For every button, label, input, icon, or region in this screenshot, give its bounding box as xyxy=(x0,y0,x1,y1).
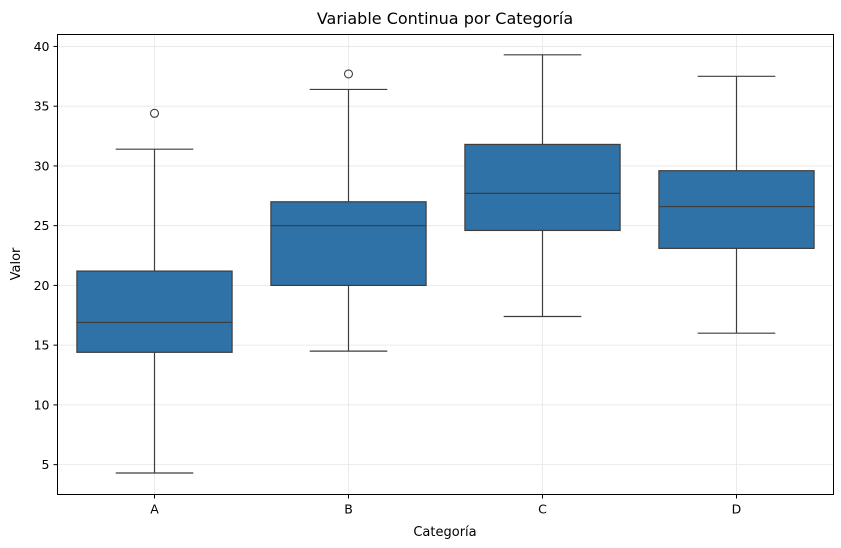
iqr-box xyxy=(76,270,233,353)
grid-lines xyxy=(57,34,834,495)
y-tick-label: 25 xyxy=(34,218,50,233)
y-tick-label: 5 xyxy=(42,457,50,472)
y-tick-label: 30 xyxy=(34,158,50,173)
box-group-C xyxy=(464,54,621,318)
axis-ticks: 5 10 15 20 25 30 35 40 A B C D xyxy=(34,39,742,517)
box-plot-series xyxy=(76,54,815,474)
x-tick-label: D xyxy=(732,502,742,517)
x-tick-label: B xyxy=(344,502,353,517)
x-axis-label: Categoría xyxy=(413,525,476,540)
iqr-box xyxy=(270,201,427,287)
box-group-A xyxy=(76,108,233,474)
plot-area-frame xyxy=(57,34,834,495)
y-axis-label: Valor xyxy=(9,247,24,280)
y-tick-label: 10 xyxy=(34,397,50,412)
x-tick-label: C xyxy=(538,502,547,517)
iqr-box xyxy=(658,170,815,249)
outlier-point xyxy=(343,69,354,79)
outlier-point xyxy=(149,108,160,118)
y-tick-label: 20 xyxy=(34,278,50,293)
y-tick-label: 35 xyxy=(34,99,50,114)
y-tick-label: 40 xyxy=(34,39,50,54)
y-tick-label: 15 xyxy=(34,338,50,353)
iqr-box xyxy=(464,143,621,232)
x-tick-label: A xyxy=(150,502,159,517)
box-group-B xyxy=(270,69,427,352)
box-group-D xyxy=(658,75,815,334)
chart-title: Variable Continua por Categoría xyxy=(317,9,573,28)
